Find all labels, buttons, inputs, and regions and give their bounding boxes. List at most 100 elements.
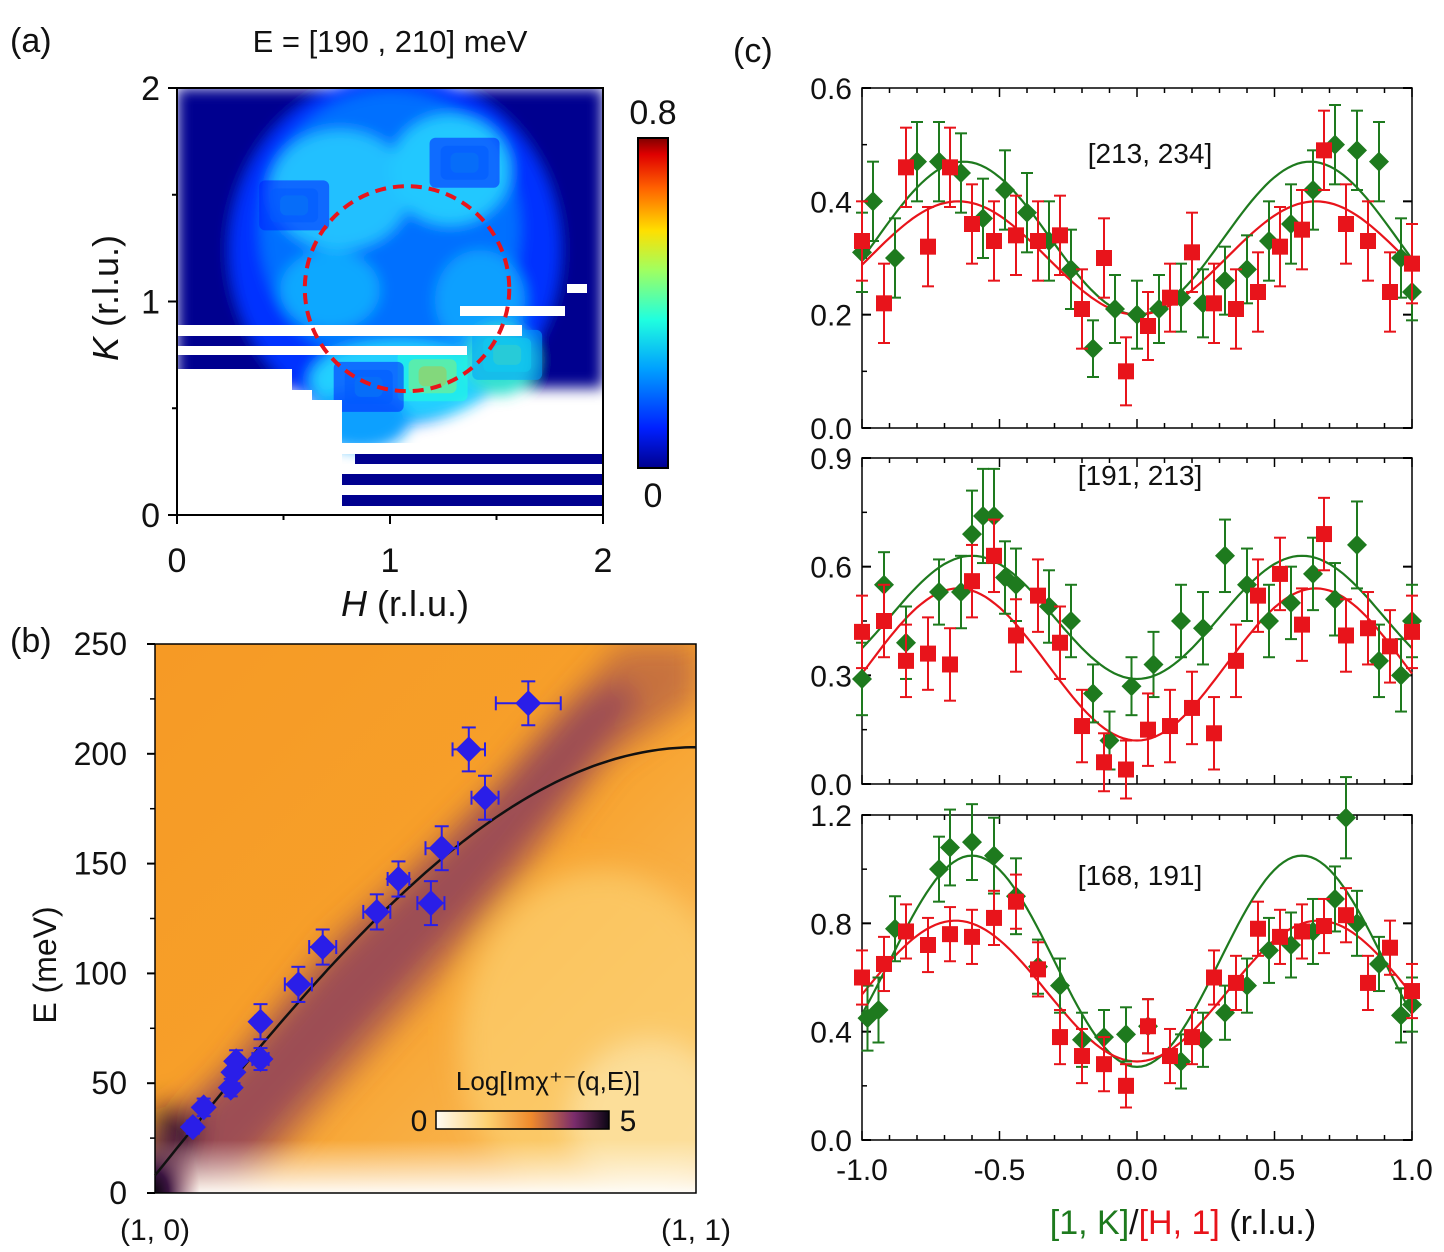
panel-a-colorbar bbox=[637, 137, 669, 469]
red-point-18 bbox=[1250, 251, 1266, 333]
red-point-9 bbox=[1052, 1009, 1068, 1066]
panel-c-xticks: -1.0 -0.5 0.0 0.5 1.0 bbox=[836, 1154, 1433, 1187]
square-marker bbox=[1052, 227, 1068, 244]
hot-spot-4-layer-2 bbox=[333, 361, 404, 412]
green-point-11 bbox=[1061, 583, 1081, 659]
square-marker bbox=[1052, 634, 1068, 651]
red-point-10 bbox=[1074, 688, 1090, 764]
square-marker bbox=[1294, 616, 1310, 633]
diamond-marker bbox=[1369, 650, 1389, 671]
green-point-24 bbox=[1369, 121, 1389, 203]
diamond-marker bbox=[247, 1008, 274, 1035]
panel-b-point-7 bbox=[283, 965, 313, 1003]
square-marker bbox=[1074, 718, 1090, 735]
panel-a-label: (a) bbox=[10, 22, 52, 60]
red-point-13 bbox=[1140, 291, 1156, 361]
panel-b-ytick-label-4: 200 bbox=[74, 736, 127, 772]
green-point-24 bbox=[1347, 500, 1367, 590]
square-marker bbox=[1162, 289, 1178, 306]
panel-c-sublabel-1: [213, 234] bbox=[1088, 138, 1213, 169]
green-point-24 bbox=[1369, 935, 1389, 993]
panel-b-point-11 bbox=[416, 880, 446, 927]
green-point-5 bbox=[962, 803, 982, 881]
hot-spot-2-layer-2 bbox=[259, 180, 330, 231]
diamond-marker bbox=[285, 971, 312, 998]
red-point-3 bbox=[920, 916, 936, 974]
green-point-17 bbox=[1193, 591, 1213, 666]
square-marker bbox=[854, 623, 870, 640]
green-point-12 bbox=[1105, 274, 1125, 344]
green-point-19 bbox=[1281, 911, 1301, 979]
diamond-marker bbox=[1369, 953, 1389, 974]
square-marker bbox=[1272, 928, 1288, 945]
square-marker bbox=[1140, 721, 1156, 738]
red-point-1 bbox=[876, 583, 892, 659]
square-marker bbox=[854, 233, 870, 249]
panel-a-ylabel: K (r.l.u.) bbox=[85, 235, 126, 361]
panel-a: (a) E = [190 , 210] meV bbox=[10, 22, 677, 624]
square-marker bbox=[920, 937, 936, 953]
square-marker bbox=[1338, 627, 1354, 644]
square-marker bbox=[986, 547, 1002, 564]
green-point-20 bbox=[1259, 583, 1279, 659]
red-point-14 bbox=[1162, 688, 1178, 764]
ytick-label-0: 0.0 bbox=[810, 1125, 852, 1158]
panel-a-ytick-label-0: 0 bbox=[141, 497, 160, 535]
red-point-20 bbox=[1294, 587, 1310, 662]
green-point-2 bbox=[885, 217, 905, 299]
panel-b-point-8 bbox=[308, 928, 338, 966]
diamond-marker bbox=[973, 505, 993, 526]
red-point-23 bbox=[1360, 954, 1376, 1011]
diamond-marker bbox=[863, 191, 883, 212]
panel-b-colorbar-max: 5 bbox=[620, 1105, 637, 1138]
square-marker bbox=[1228, 652, 1244, 669]
red-point-18 bbox=[1250, 900, 1266, 957]
red-point-2 bbox=[898, 903, 914, 960]
panel-b-ytick-label-1: 50 bbox=[91, 1065, 127, 1101]
panel-c-sublabel-2: [191, 213] bbox=[1078, 460, 1203, 491]
diamond-marker bbox=[190, 1094, 217, 1121]
diamond-marker bbox=[1143, 654, 1164, 675]
panel-a-xlabel-unit: (r.l.u.) bbox=[367, 583, 469, 624]
red-point-24 bbox=[1382, 609, 1398, 684]
red-point-13 bbox=[1140, 692, 1156, 767]
square-marker bbox=[1404, 255, 1420, 272]
square-marker bbox=[1382, 939, 1398, 956]
red-point-8 bbox=[1030, 941, 1046, 998]
ytick-label-2: 0.6 bbox=[810, 552, 852, 585]
panel-c-xlabel: [1, K]/[H, 1] (r.l.u.) bbox=[1050, 1204, 1316, 1242]
diamond-marker bbox=[1369, 151, 1389, 172]
panel-c-xtick-label-4: 1.0 bbox=[1391, 1154, 1433, 1187]
red-point-19 bbox=[1272, 908, 1288, 965]
panel-b-point-4 bbox=[223, 1048, 250, 1075]
red-point-11 bbox=[1096, 217, 1112, 299]
square-marker bbox=[942, 656, 958, 673]
red-point-8 bbox=[1030, 200, 1046, 282]
square-marker bbox=[1030, 233, 1046, 249]
panel-b-point-9 bbox=[362, 893, 392, 931]
square-marker bbox=[1272, 238, 1288, 255]
red-point-6 bbox=[986, 518, 1002, 594]
panel-b-ytick-label-0: 0 bbox=[109, 1175, 127, 1211]
panel-a-colorbar-min: 0 bbox=[644, 477, 663, 515]
red-point-13 bbox=[1140, 998, 1156, 1055]
green-point-12 bbox=[1083, 663, 1103, 724]
panel-c: (c) 0.0 0.2 0.4 0.6 0.0 0.3 0.6 0.9 0.0 0.4 0.8 1… bbox=[733, 32, 1433, 1242]
ytick-label-1: 0.4 bbox=[810, 1017, 852, 1050]
panel-b-point-13 bbox=[451, 726, 487, 773]
subpanel-frame bbox=[861, 457, 1413, 785]
red-point-22 bbox=[1338, 887, 1354, 944]
ytick-label-3: 0.9 bbox=[810, 443, 852, 476]
ytick-label-2: 0.8 bbox=[810, 908, 852, 941]
red-point-0 bbox=[854, 200, 870, 282]
red-point-24 bbox=[1382, 251, 1398, 333]
red-point-15 bbox=[1184, 1009, 1200, 1066]
diamond-marker bbox=[1116, 1024, 1136, 1045]
square-marker bbox=[1030, 961, 1046, 978]
red-point-21 bbox=[1316, 496, 1332, 572]
diamond-marker bbox=[309, 934, 336, 961]
green-point-6 bbox=[984, 816, 1004, 895]
diamond-marker bbox=[223, 1048, 250, 1075]
panel-c-sublabel-3: [168, 191] bbox=[1078, 860, 1203, 891]
